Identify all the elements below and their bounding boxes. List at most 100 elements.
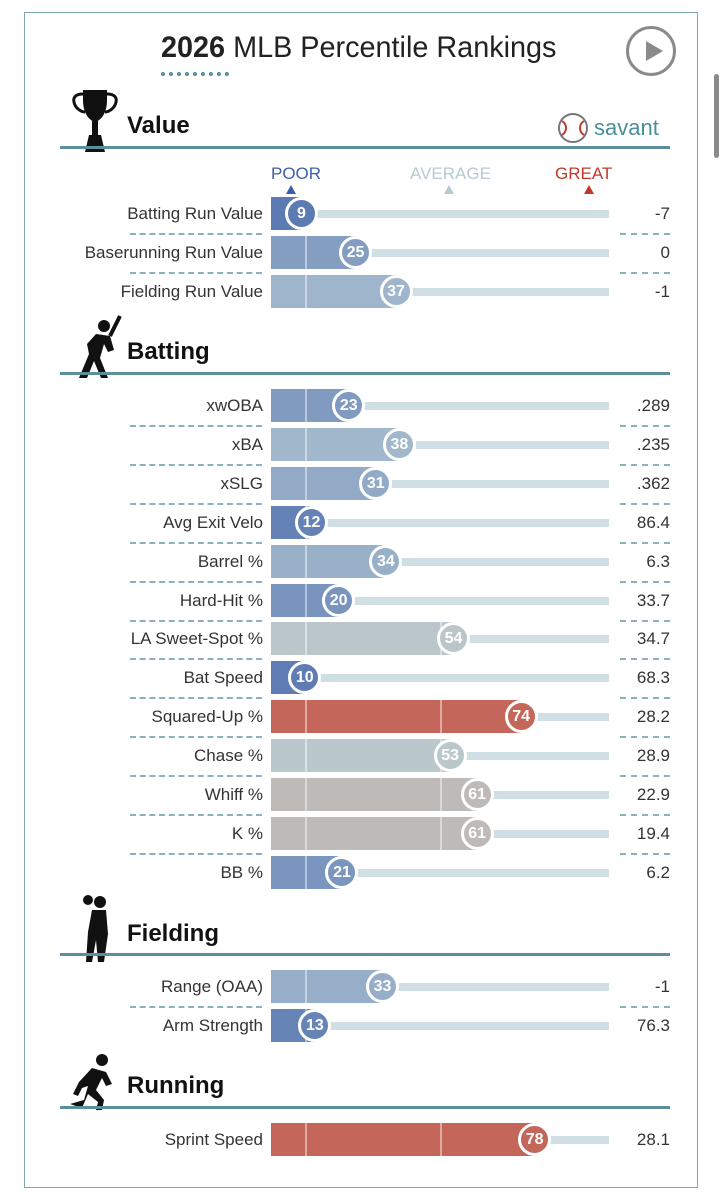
row-divider-right xyxy=(620,542,670,544)
percentile-bubble-la-sweet-spot: 54 xyxy=(437,622,471,655)
percentile-bubble-batting-run-value: 9 xyxy=(284,197,318,230)
row-divider-left xyxy=(130,814,262,816)
section-divider-running xyxy=(60,1106,670,1109)
metric-label-baserunning-run-value: Baserunning Run Value xyxy=(84,242,263,262)
bar-track-range-oaa xyxy=(271,982,609,991)
metric-value-avg-exit-velo: 86.4 xyxy=(636,512,670,532)
row-divider-right xyxy=(620,1006,670,1008)
savant-logo: savant xyxy=(558,112,659,144)
bar-track-batting-run-value xyxy=(271,209,609,218)
percentile-bar-chase xyxy=(271,739,451,772)
metric-label-hard-hit: Hard-Hit % xyxy=(179,590,263,610)
bar-track-xslg xyxy=(271,479,609,488)
metric-label-barrel: Barrel % xyxy=(197,551,263,571)
bar-tick-10 xyxy=(304,700,307,733)
section-title-value: Value xyxy=(127,112,190,139)
percentile-bubble-chase: 53 xyxy=(433,739,467,772)
row-divider-right xyxy=(620,814,670,816)
row-divider-right xyxy=(620,503,670,505)
metric-label-bat-speed: Bat Speed xyxy=(183,667,263,687)
legend-average: AVERAGE xyxy=(410,164,491,183)
bar-tick-10 xyxy=(304,428,307,461)
metric-label-squared-up: Squared-Up % xyxy=(151,706,263,726)
play-icon[interactable] xyxy=(626,26,676,76)
metric-label-xslg: xSLG xyxy=(220,473,263,493)
metric-value-la-sweet-spot: 34.7 xyxy=(636,628,670,648)
brand-name: savant xyxy=(594,115,659,140)
metric-label-whiff: Whiff % xyxy=(204,784,263,804)
row-divider-left xyxy=(130,425,262,427)
metric-value-barrel: 6.3 xyxy=(646,551,670,571)
title-underline xyxy=(161,72,229,76)
bar-track-bb xyxy=(271,868,609,877)
percentile-bubble-k: 61 xyxy=(460,817,494,850)
metric-value-xslg: .362 xyxy=(636,473,670,493)
percentile-bubble-barrel: 34 xyxy=(369,545,403,578)
percentile-bubble-hard-hit: 20 xyxy=(322,584,356,617)
row-divider-left xyxy=(130,620,262,622)
section-title-running: Running xyxy=(127,1072,225,1099)
row-divider-right xyxy=(620,620,670,622)
batter-icon xyxy=(70,314,128,385)
bar-tick-10 xyxy=(304,236,307,269)
percentile-bubble-sprint-speed: 78 xyxy=(518,1123,552,1156)
percentile-bar-k xyxy=(271,817,478,850)
metric-label-fielding-run-value: Fielding Run Value xyxy=(120,281,263,301)
percentile-bar-fielding-run-value xyxy=(271,275,397,308)
metric-value-batting-run-value: -7 xyxy=(654,203,670,223)
row-divider-left xyxy=(130,503,262,505)
metric-label-sprint-speed: Sprint Speed xyxy=(164,1129,263,1149)
scrollbar-thumb[interactable] xyxy=(714,74,719,158)
metric-value-squared-up: 28.2 xyxy=(636,706,670,726)
row-divider-left xyxy=(130,1006,262,1008)
legend-poor-marker xyxy=(286,185,296,194)
bar-tick-50 xyxy=(440,1123,442,1156)
legend-average-marker xyxy=(444,185,454,194)
metric-label-chase: Chase % xyxy=(194,745,263,765)
title-year: 2026 xyxy=(161,31,226,64)
row-divider-right xyxy=(620,775,670,777)
metric-value-range-oaa: -1 xyxy=(654,976,670,996)
metric-value-bat-speed: 68.3 xyxy=(636,667,670,687)
metric-label-xba: xBA xyxy=(231,434,263,454)
bar-tick-10 xyxy=(304,778,307,811)
section-title-fielding: Fielding xyxy=(127,920,219,947)
percentile-bubble-xwoba: 23 xyxy=(332,389,366,422)
percentile-bubble-xba: 38 xyxy=(382,428,416,461)
bar-tick-10 xyxy=(304,584,307,617)
bar-tick-50 xyxy=(440,778,442,811)
bar-tick-10 xyxy=(304,970,307,1003)
metric-label-arm-strength: Arm Strength xyxy=(162,1015,263,1035)
percentile-bar-squared-up xyxy=(271,700,522,733)
legend-great-marker xyxy=(584,185,594,194)
row-divider-left xyxy=(130,697,262,699)
bar-tick-10 xyxy=(304,467,307,500)
bar-tick-10 xyxy=(304,545,307,578)
percentile-bubble-avg-exit-velo: 12 xyxy=(295,506,329,539)
percentile-bar-whiff xyxy=(271,778,478,811)
section-divider-batting xyxy=(60,372,670,375)
metric-value-chase: 28.9 xyxy=(636,745,670,765)
legend-poor: POOR xyxy=(271,164,322,183)
percentile-bar-la-sweet-spot xyxy=(271,622,454,655)
percentile-bubble-bat-speed: 10 xyxy=(288,661,322,694)
metric-label-k: K % xyxy=(231,823,263,843)
bar-tick-10 xyxy=(304,1123,307,1156)
row-divider-right xyxy=(620,272,670,274)
percentile-bubble-arm-strength: 13 xyxy=(298,1009,332,1042)
metric-value-xwoba: .289 xyxy=(636,395,670,415)
percentile-bubble-bb: 21 xyxy=(325,856,359,889)
row-divider-left xyxy=(130,542,262,544)
bar-track-avg-exit-velo xyxy=(271,518,609,527)
row-divider-left xyxy=(130,736,262,738)
row-divider-right xyxy=(620,233,670,235)
percentile-bar-xslg xyxy=(271,467,376,500)
percentile-bar-xba xyxy=(271,428,400,461)
runner-icon xyxy=(64,1052,120,1117)
row-divider-right xyxy=(620,464,670,466)
metric-value-xba: .235 xyxy=(636,434,670,454)
row-divider-right xyxy=(620,581,670,583)
row-divider-left xyxy=(130,233,262,235)
section-title-batting: Batting xyxy=(127,338,210,365)
page-title: 2026 MLB Percentile Rankings xyxy=(161,30,556,66)
